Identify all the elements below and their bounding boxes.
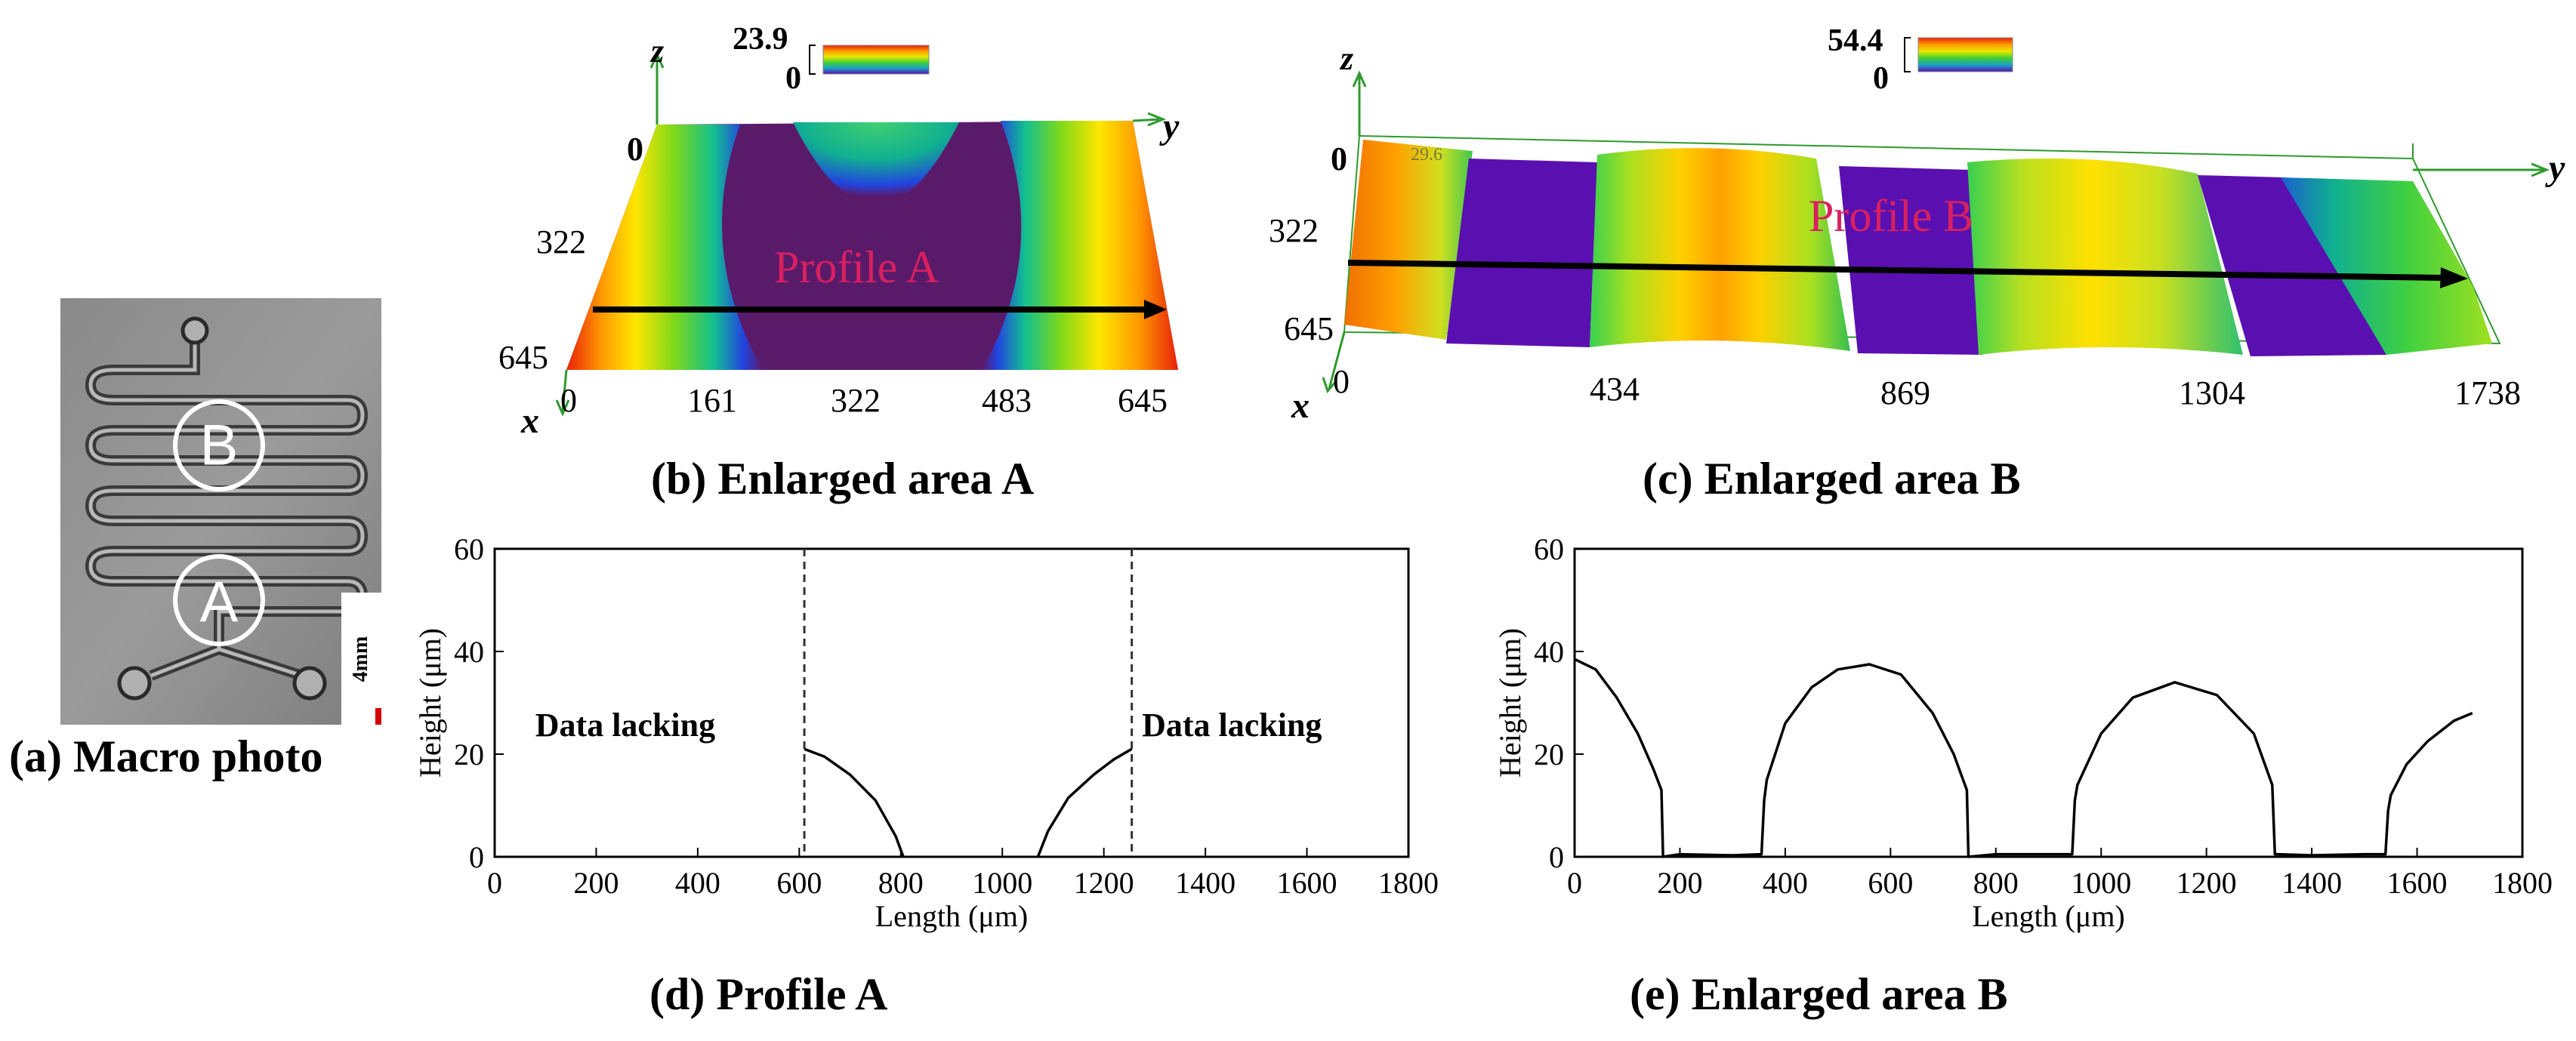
small-value-label: 29.6 <box>1411 145 1442 165</box>
tick-b-y-0: 0 <box>1333 363 1350 400</box>
chart-d-x-tick-label: 400 <box>675 866 720 900</box>
chart-d-x-tick-label: 1000 <box>972 866 1032 900</box>
scale-box <box>341 593 381 725</box>
tick-a-y-645: 645 <box>1118 382 1168 419</box>
chart-e-x-tick-label: 600 <box>1868 866 1913 900</box>
chart-e-y-tick-label: 60 <box>1534 532 1564 566</box>
chart-e-x-tick-label: 1800 <box>2492 866 2553 900</box>
chart-d-plot-frame <box>493 547 1410 858</box>
tick-a-x-645: 645 <box>498 339 548 376</box>
chart-d-x-tick-label: 1600 <box>1277 866 1337 900</box>
outlet-port-right <box>292 666 327 701</box>
marker-a-label: A <box>199 570 239 635</box>
chart-d-y-tick-label: 20 <box>454 738 484 772</box>
caption-a: (a) Macro photo <box>9 731 323 781</box>
profile-b-label: Profile B <box>1809 191 1974 241</box>
tick-b-x-0: 0 <box>1331 140 1347 177</box>
tick-a-x-322: 322 <box>536 223 586 260</box>
tick-b-y-1738: 1738 <box>2454 374 2521 411</box>
colorbar-b-min: 0 <box>1873 61 1889 96</box>
tick-b-y-1304: 1304 <box>2179 374 2245 411</box>
axis-x-label-a: x <box>521 401 539 441</box>
tick-b-y-434: 434 <box>1590 371 1640 408</box>
tick-a-y-483: 483 <box>982 382 1032 419</box>
marker-b-circle <box>173 399 265 491</box>
tick-a-y-0: 0 <box>560 382 577 419</box>
chart-d-annotation-data-lacking: Data lacking <box>535 707 715 744</box>
axis-x-label-b: x <box>1291 386 1310 426</box>
chart-d-x-tick-label: 200 <box>573 866 619 900</box>
chart-e-x-tick-label: 1400 <box>2281 866 2342 900</box>
chart-d-series-line-2 <box>1036 747 1133 858</box>
chart-e-x-tick-label: 1600 <box>2387 866 2448 900</box>
tick-a-y-161: 161 <box>687 382 737 419</box>
chart-d-x-tick-label: 0 <box>487 866 502 900</box>
tick-a-x-0: 0 <box>627 131 643 168</box>
axis-y-label-a: y <box>1163 106 1180 146</box>
tick-a-y-322: 322 <box>831 382 881 419</box>
colorbar-b <box>1917 37 2013 72</box>
colorbar-b-max: 54.4 <box>1828 23 1883 58</box>
chart-d-series-line-1 <box>804 747 905 858</box>
profile-b-arrow <box>1347 260 2444 281</box>
chart-e-x-tick-label: 400 <box>1763 866 1808 900</box>
chart-d-y-tick-label: 60 <box>454 532 484 566</box>
caption-d: (d) Profile A <box>649 969 888 1019</box>
axis-z-label-b: z <box>1340 40 1354 77</box>
colorbar-a-min: 0 <box>785 61 801 96</box>
inlet-port-top <box>180 316 209 345</box>
chart-d-y-tick-label: 40 <box>454 635 484 669</box>
chart-e-x-tick-label: 800 <box>1973 866 2019 900</box>
chart-d-x-tick-label: 1800 <box>1378 866 1439 900</box>
axis-y-label-b: y <box>2549 148 2565 188</box>
chart-e-x-tick-label: 1200 <box>2176 866 2237 900</box>
axis-frame-a <box>555 51 1167 417</box>
macro-photo <box>60 298 381 725</box>
chart-d-annotation-data-lacking: Data lacking <box>1142 707 1322 744</box>
chart-e-y-tick-label: 20 <box>1534 738 1564 772</box>
tick-b-x-322: 322 <box>1269 212 1319 249</box>
tick-b-x-645: 645 <box>1284 310 1334 347</box>
colorbar-a <box>822 45 930 75</box>
chart-d-x-tick-label: 1200 <box>1074 866 1134 900</box>
chart-e-plot-frame <box>1573 547 2524 858</box>
chart-d-x-tick-label: 800 <box>878 866 924 900</box>
tick-b-y-869: 869 <box>1880 374 1930 411</box>
chart-e-y-axis-label: Height (μm) <box>1493 628 1527 778</box>
colorbar-a-max: 23.9 <box>733 22 788 57</box>
surface-b <box>1343 83 2501 356</box>
chart-e-y-tick-label: 40 <box>1534 635 1564 669</box>
chart-e-x-axis-label: Length (μm) <box>1972 899 2125 933</box>
chart-d-y-tick-label: 0 <box>469 840 484 874</box>
axis-z-label-a: z <box>651 32 665 69</box>
chart-e-x-tick-label: 0 <box>1567 866 1582 900</box>
profile-a-label: Profile A <box>774 242 939 292</box>
chart-d-x-tick-label: 1400 <box>1175 866 1236 900</box>
chart-e-x-tick-label: 1000 <box>2071 866 2131 900</box>
chart-d-y-axis-label: Height (μm) <box>413 628 447 778</box>
outlet-port-left <box>117 666 152 701</box>
marker-b-label: B <box>199 413 239 478</box>
caption-b: (b) Enlarged area A <box>651 454 1035 504</box>
marker-a-circle <box>173 554 265 646</box>
caption-c: (c) Enlarged area B <box>1643 454 2021 504</box>
chart-e-x-tick-label: 200 <box>1657 866 1702 900</box>
caption-e: (e) Enlarged area B <box>1630 969 2008 1019</box>
axis-frame-b <box>1322 70 2550 393</box>
chart-d-x-tick-label: 600 <box>776 866 822 900</box>
chart-e-series-line-1 <box>1574 658 2473 858</box>
chart-d-x-axis-label: Length (μm) <box>875 899 1029 933</box>
chart-e-y-tick-label: 0 <box>1549 840 1564 874</box>
